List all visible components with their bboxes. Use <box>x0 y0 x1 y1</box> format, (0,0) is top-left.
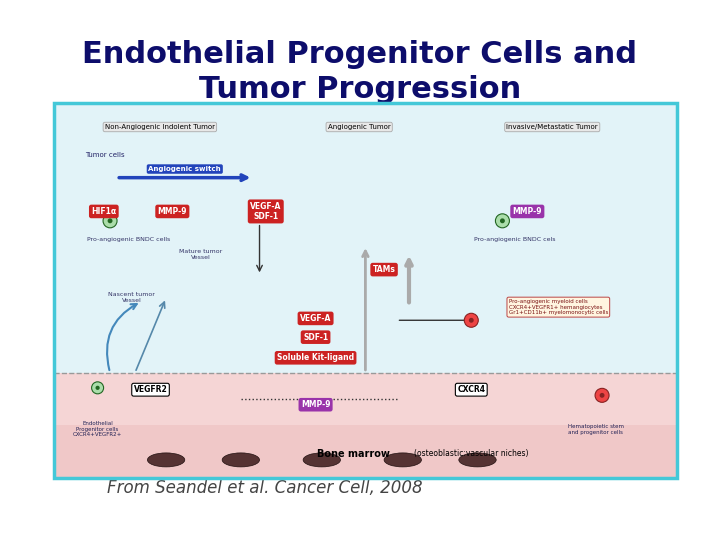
Text: MMP-9: MMP-9 <box>301 400 330 409</box>
Text: VEGF-A: VEGF-A <box>300 314 331 323</box>
Ellipse shape <box>459 453 496 467</box>
Ellipse shape <box>148 453 185 467</box>
Circle shape <box>500 218 505 223</box>
Text: Nascent tumor
Vessel: Nascent tumor Vessel <box>109 292 156 303</box>
Circle shape <box>600 393 605 398</box>
Text: Endothelial
Progenitor cells
CXCR4+VEGFR2+: Endothelial Progenitor cells CXCR4+VEGFR… <box>73 421 122 437</box>
Bar <box>54 103 677 373</box>
Text: VEGF-A
SDF-1: VEGF-A SDF-1 <box>250 202 282 221</box>
Circle shape <box>91 382 104 394</box>
Text: Soluble Kit-ligand: Soluble Kit-ligand <box>277 353 354 362</box>
Text: From Seandel et al. Cancer Cell, 2008: From Seandel et al. Cancer Cell, 2008 <box>107 479 423 497</box>
Text: Bone marrow: Bone marrow <box>317 449 390 458</box>
Text: Hematopoietic stem
and progenitor cells: Hematopoietic stem and progenitor cells <box>568 424 624 435</box>
Text: MMP-9: MMP-9 <box>513 207 542 216</box>
Text: VEGFR2: VEGFR2 <box>134 385 168 394</box>
Text: MMP-9: MMP-9 <box>158 207 187 216</box>
Text: Mature tumor
Vessel: Mature tumor Vessel <box>179 249 222 260</box>
FancyArrowPatch shape <box>107 304 137 370</box>
Text: Angiogenic Tumor: Angiogenic Tumor <box>328 124 390 130</box>
Text: (osteoblastic:vascular niches): (osteoblastic:vascular niches) <box>414 449 528 458</box>
Bar <box>54 103 677 478</box>
Text: Angiogenic switch: Angiogenic switch <box>148 166 221 172</box>
Ellipse shape <box>384 453 421 467</box>
Circle shape <box>96 386 99 390</box>
Bar <box>54 373 677 478</box>
Text: Endothelial Progenitor Cells and
Tumor Progression: Endothelial Progenitor Cells and Tumor P… <box>83 40 637 104</box>
Ellipse shape <box>222 453 259 467</box>
Circle shape <box>469 318 474 323</box>
Text: Pro-angiogenic BNDC cels: Pro-angiogenic BNDC cels <box>474 237 556 242</box>
Text: Non-Angiogenic Indolent Tumor: Non-Angiogenic Indolent Tumor <box>105 124 215 130</box>
Circle shape <box>107 218 112 223</box>
Circle shape <box>595 388 609 402</box>
Bar <box>54 426 677 478</box>
Ellipse shape <box>303 453 341 467</box>
Text: Tumor cells: Tumor cells <box>85 152 125 158</box>
Text: SDF-1: SDF-1 <box>303 333 328 342</box>
Circle shape <box>464 313 478 327</box>
Text: Pro-angiogenic BNDC cells: Pro-angiogenic BNDC cells <box>87 237 171 242</box>
Text: CXCR4: CXCR4 <box>457 385 485 394</box>
Circle shape <box>103 214 117 228</box>
Circle shape <box>495 214 510 228</box>
Text: Invasive/Metastatic Tumor: Invasive/Metastatic Tumor <box>506 124 598 130</box>
Text: TAMs: TAMs <box>373 265 395 274</box>
Text: Pro-angiogenic myeloid cells
CXCR4+VEGFR1+ hemangiocytes
Gr1+CD11b+ myelomonocyt: Pro-angiogenic myeloid cells CXCR4+VEGFR… <box>508 299 608 315</box>
Text: HIF1α: HIF1α <box>91 207 117 216</box>
